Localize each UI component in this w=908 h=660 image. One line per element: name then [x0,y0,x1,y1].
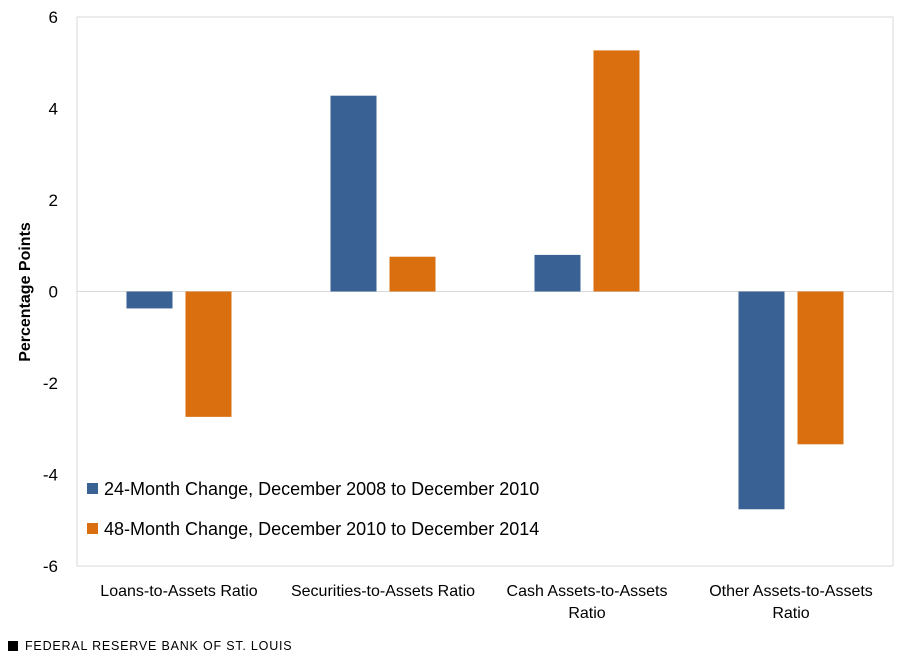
source-text: FEDERAL RESERVE BANK OF ST. LOUIS [25,639,293,653]
legend: 24-Month Change, December 2008 to Decemb… [87,479,539,539]
category-label: Securities-to-Assets Ratio [291,583,475,600]
y-tick-label: -2 [43,374,58,393]
legend-label-series1: 24-Month Change, December 2008 to Decemb… [104,479,539,499]
legend-swatch-series2 [87,523,98,534]
y-tick-label: 6 [49,8,58,27]
bar-series1-3 [534,254,581,292]
x-axis: Loans-to-Assets Ratio Securities-to-Asset… [100,583,873,622]
bar-series2-2 [389,256,436,292]
legend-swatch-series1 [87,483,98,494]
bar-series2-3 [593,50,640,292]
source-square-icon [8,641,18,651]
bars-group [126,50,844,510]
bar-series1-4 [738,291,785,510]
source-line: FEDERAL RESERVE BANK OF ST. LOUIS [8,639,292,653]
category-label-line: Cash Assets-to-Assets [507,583,668,600]
y-tick-label: 0 [49,283,58,302]
y-tick-label: 2 [49,191,58,210]
category-label-line: Loans-to-Assets Ratio [100,583,258,600]
y-axis-title: Percentage Points [17,222,34,362]
category-label: Cash Assets-to-Assets Ratio [507,583,668,622]
y-tick-label: -6 [43,557,58,576]
category-label: Loans-to-Assets Ratio [100,583,258,600]
bar-series1-1 [126,291,173,309]
bar-series2-4 [797,291,844,445]
category-label-line: Other Assets-to-Assets [709,583,873,600]
y-tick-label: 4 [49,100,58,119]
legend-label-series2: 48-Month Change, December 2010 to Decemb… [104,519,539,539]
bar-series1-2 [330,95,377,292]
y-axis: 6 4 2 0 -2 -4 -6 [43,8,58,576]
category-label: Other Assets-to-Assets Ratio [709,583,873,622]
category-label-line: Ratio [568,605,605,622]
category-label-line: Ratio [772,605,809,622]
bar-series2-1 [185,291,232,417]
category-label-line: Securities-to-Assets Ratio [291,583,475,600]
y-tick-label: -4 [43,466,58,485]
